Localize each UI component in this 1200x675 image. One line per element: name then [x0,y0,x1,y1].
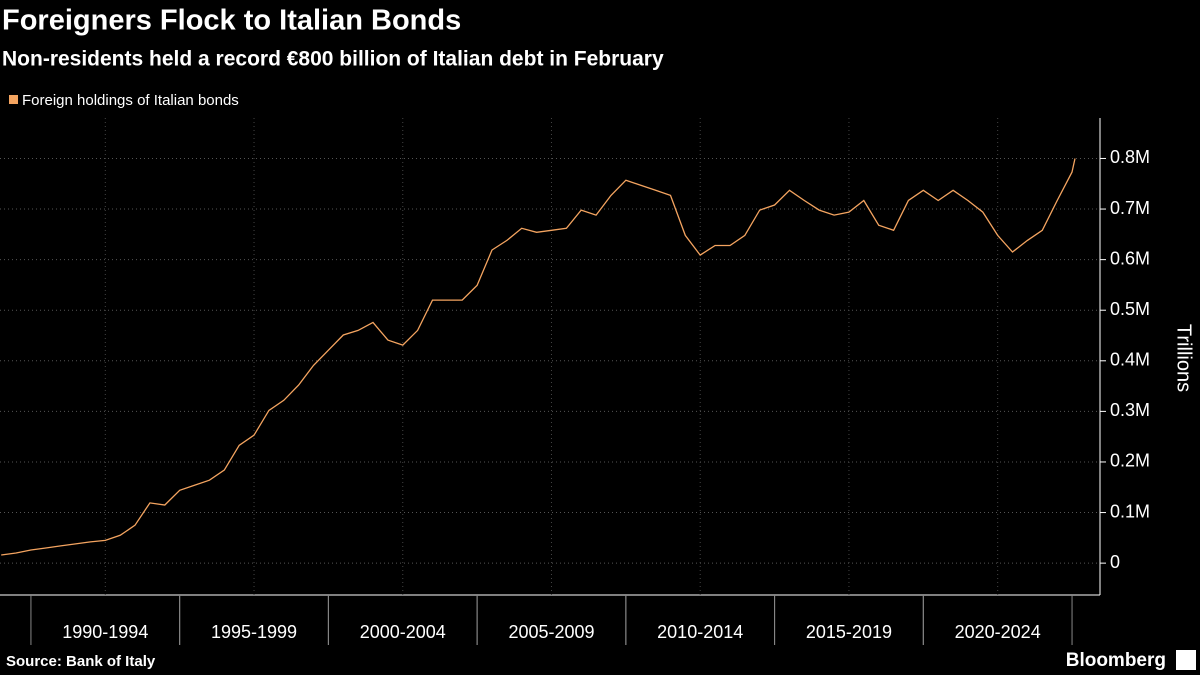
x-tick-label: 1995-1999 [211,622,297,642]
y-tick-label: 0.4M [1110,350,1150,370]
line [1,158,1076,556]
chart-title: Foreigners Flock to Italian Bonds [2,5,461,37]
y-tick-label: 0.5M [1110,299,1150,319]
brand-icon [1176,650,1196,670]
brand: Bloomberg [1066,650,1166,671]
legend-swatch [9,95,18,104]
y-tick-label: 0.8M [1110,147,1150,167]
chart-subtitle: Non-residents held a record €800 billion… [2,48,664,71]
y-tick-label: 0.1M [1110,501,1150,521]
y-tick-label: 0 [1110,552,1120,572]
y-axis-label: Trillions [1173,324,1195,392]
x-tick-label: 1990-1994 [62,622,148,642]
x-tick-label: 2000-2004 [360,622,446,642]
y-tick-label: 0.2M [1110,451,1150,471]
source: Source: Bank of Italy [6,653,156,670]
x-tick-label: 2010-2014 [657,622,743,642]
y-tick-label: 0.7M [1110,198,1150,218]
x-tick-label: 2005-2009 [508,622,594,642]
x-tick-label: 2020-2024 [955,622,1041,642]
y-tick-label: 0.3M [1110,400,1150,420]
y-tick-label: 0.6M [1110,248,1150,268]
x-tick-label: 2015-2019 [806,622,892,642]
legend-label: Foreign holdings of Italian bonds [22,92,239,109]
